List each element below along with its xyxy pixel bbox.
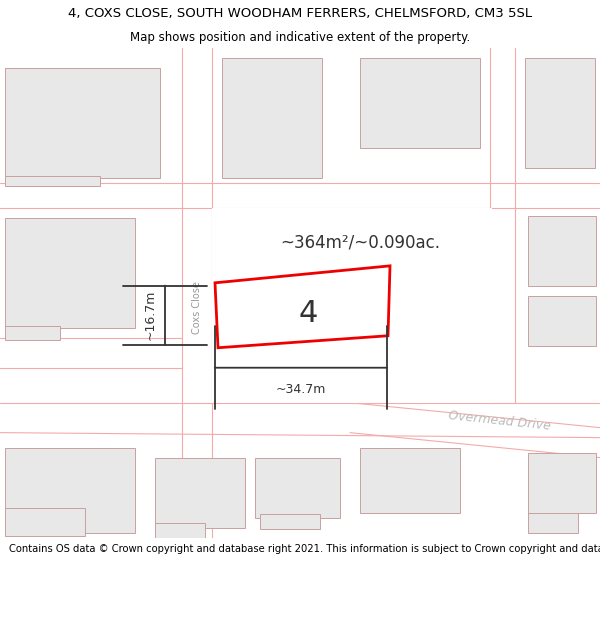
Bar: [5, 218, 135, 328]
Bar: [528, 216, 596, 286]
Bar: [525, 58, 595, 168]
Text: Map shows position and indicative extent of the property.: Map shows position and indicative extent…: [130, 31, 470, 44]
Bar: [155, 522, 205, 538]
Bar: [222, 58, 322, 178]
Text: Overmead Drive: Overmead Drive: [448, 409, 552, 432]
Bar: [155, 458, 245, 528]
Text: Coxs Close: Coxs Close: [192, 281, 202, 334]
Bar: [528, 296, 596, 346]
Text: ~364m²/~0.090ac.: ~364m²/~0.090ac.: [280, 234, 440, 252]
Text: ~16.7m: ~16.7m: [144, 290, 157, 341]
Text: Contains OS data © Crown copyright and database right 2021. This information is : Contains OS data © Crown copyright and d…: [9, 544, 600, 554]
Bar: [5, 326, 60, 340]
Bar: [360, 58, 480, 148]
Bar: [5, 448, 135, 532]
Polygon shape: [215, 266, 390, 348]
Bar: [528, 512, 578, 532]
Bar: [5, 176, 100, 186]
Bar: [528, 452, 596, 512]
Text: 4, COXS CLOSE, SOUTH WOODHAM FERRERS, CHELMSFORD, CM3 5SL: 4, COXS CLOSE, SOUTH WOODHAM FERRERS, CH…: [68, 7, 532, 20]
Text: ~34.7m: ~34.7m: [276, 382, 326, 396]
Bar: [360, 448, 460, 512]
Bar: [260, 514, 320, 529]
Bar: [255, 458, 340, 518]
Bar: [5, 68, 160, 178]
Bar: [5, 508, 85, 536]
Text: 4: 4: [298, 299, 317, 328]
Bar: [212, 208, 492, 402]
